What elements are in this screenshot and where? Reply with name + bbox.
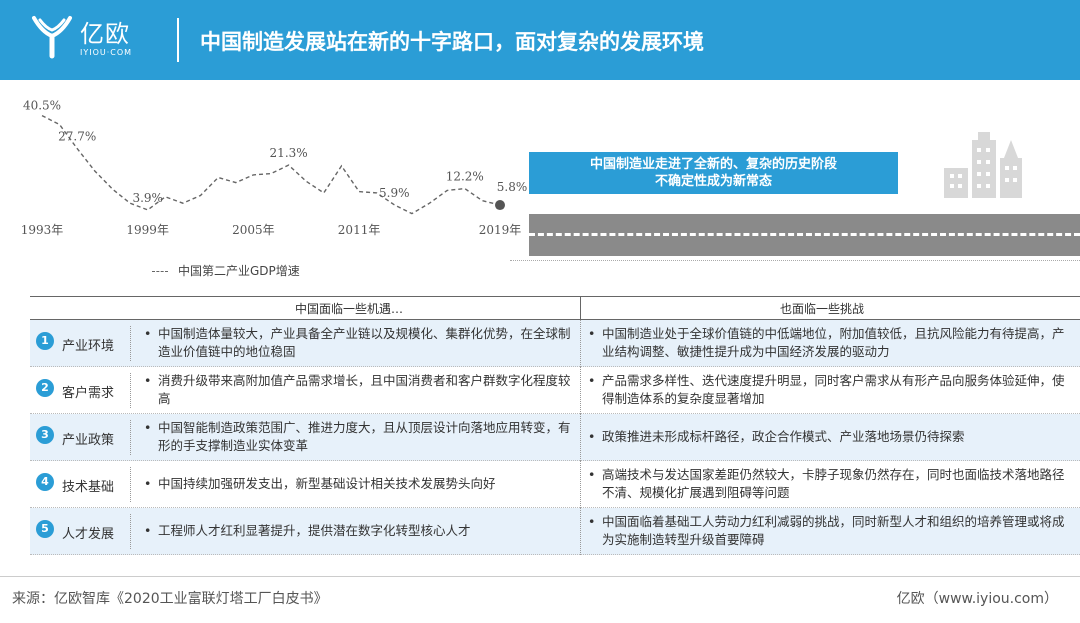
- challenge-cell: • 高端技术与发达国家差距仍然较大，卡脖子现象仍然存在，同时也面临技术落地路径不清…: [588, 466, 1076, 502]
- copyright-note: 亿欧（www.iyiou.com）: [896, 591, 1058, 607]
- row-number-badge: 1: [36, 332, 54, 350]
- row-number-badge: 2: [36, 379, 54, 397]
- row-separator: [130, 326, 131, 361]
- column-separator: [580, 367, 581, 414]
- challenge-cell: • 中国制造业处于全球价值链的中低端地位，附加值较低，且抗风险能力有待提高，产业结…: [588, 325, 1076, 361]
- challenge-cell: • 产品需求多样性、迭代速度提升明显，同时客户需求从有形产品向服务体验延伸，使得制…: [588, 372, 1076, 408]
- x-tick-label: 1993年: [21, 223, 64, 237]
- challenge-text: 中国面临着基础工人劳动力红利减弱的挑战，同时新型人才和组织的培养管理或将成为实施…: [602, 514, 1065, 547]
- bullet-icon: •: [588, 373, 596, 388]
- data-label: 27.7%: [58, 130, 96, 144]
- opportunity-text: 工程师人才红利显著提升，提供潜在数字化转型核心人才: [158, 523, 471, 538]
- opportunity-cell: • 中国制造体量较大，产业具备全产业链以及规模化、集群化优势，在全球制造业价值链中…: [144, 325, 574, 361]
- challenge-text: 政策推进未形成标杆路径，政企合作模式、产业落地场景仍待探索: [602, 429, 965, 444]
- bullet-icon: •: [588, 326, 596, 341]
- header-divider: [177, 18, 179, 62]
- column-separator: [580, 508, 581, 555]
- x-tick-label: 2019年: [479, 223, 522, 237]
- bullet-icon: •: [588, 467, 596, 482]
- bullet-icon: •: [144, 523, 152, 538]
- callout-line-1: 中国制造业走进了全新的、复杂的历史阶段: [589, 157, 837, 172]
- city-buildings-icon: [944, 132, 1022, 198]
- bullet-icon: •: [144, 326, 152, 341]
- column-separator: [580, 320, 581, 367]
- bullet-icon: •: [588, 429, 596, 444]
- road-dotted-edge: [510, 260, 1080, 261]
- road-graphic: [529, 214, 1080, 256]
- opportunity-cell: • 工程师人才红利显著提升，提供潜在数字化转型核心人才: [144, 522, 574, 540]
- data-label: 40.5%: [23, 99, 61, 113]
- x-tick-label: 2011年: [338, 223, 381, 237]
- data-label: 3.9%: [132, 191, 163, 205]
- row-label: 产业政策: [62, 433, 115, 448]
- challenge-text: 高端技术与发达国家差距仍然较大，卡脖子现象仍然存在，同时也面临技术落地路径不清、…: [602, 467, 1065, 500]
- row-separator: [130, 467, 131, 502]
- legend-dash-icon: [152, 271, 168, 272]
- data-label: 12.2%: [446, 170, 484, 184]
- chart-legend: 中国第二产业GDP增速: [152, 262, 300, 279]
- opportunity-cell: • 中国持续加强研发支出，新型基础设计相关技术发展势头向好: [144, 475, 574, 493]
- data-label: 5.9%: [379, 186, 410, 200]
- callout-box: 中国制造业走进了全新的、复杂的历史阶段 不确定性成为新常态: [529, 152, 898, 194]
- row-separator: [130, 420, 131, 455]
- road-lane-marking: [529, 233, 1080, 236]
- bullet-icon: •: [144, 373, 152, 388]
- opportunity-challenge-table: 中国面临一些机遇… 也面临一些挑战 1 产业环境 • 中国制造体量较大，产业具备全…: [30, 296, 1080, 555]
- column-separator: [580, 461, 581, 508]
- row-label: 人才发展: [62, 527, 115, 542]
- opportunity-text: 中国制造体量较大，产业具备全产业链以及规模化、集群化优势，在全球制造业价值链中的…: [158, 326, 571, 359]
- logo-text: 亿欧: [80, 20, 130, 48]
- data-label: 21.3%: [270, 146, 308, 160]
- opportunity-text: 消费升级带来高附加值产品需求增长，且中国消费者和客户群数字化程度较高: [158, 373, 571, 406]
- row-number-badge: 5: [36, 520, 54, 538]
- source-note: 来源：亿欧智库《2020工业富联灯塔工厂白皮书》: [12, 591, 328, 607]
- page-title: 中国制造发展站在新的十字路口，面对复杂的发展环境: [200, 30, 704, 54]
- row-label: 客户需求: [62, 386, 115, 401]
- logo-subtext: IYIOU·COM: [80, 48, 133, 57]
- challenge-cell: • 政策推进未形成标杆路径，政企合作模式、产业落地场景仍待探索: [588, 428, 1076, 446]
- gdp-growth-chart: 40.5% 27.7% 3.9% 21.3% 5.9% 12.2% 5.8% 1993年 19…: [21, 99, 1022, 237]
- challenge-text: 中国制造业处于全球价值链的中低端地位，附加值较低，且抗风险能力有待提高，产业结构…: [602, 326, 1065, 359]
- table-row: 4 技术基础 • 中国持续加强研发支出，新型基础设计相关技术发展势头向好 • 高端技…: [30, 461, 1080, 508]
- row-separator: [130, 373, 131, 408]
- opportunity-text: 中国智能制造政策范围广、推进力度大，且从顶层设计向落地应用转变，有形的手支撑制造…: [158, 420, 571, 453]
- table-header: 中国面临一些机遇… 也面临一些挑战: [30, 296, 1080, 321]
- table-row: 5 人才发展 • 工程师人才红利显著提升，提供潜在数字化转型核心人才 • 中国面临着…: [30, 508, 1080, 555]
- row-label: 产业环境: [62, 339, 115, 354]
- table-row: 2 客户需求 • 消费升级带来高附加值产品需求增长，且中国消费者和客户群数字化程度…: [30, 367, 1080, 414]
- bullet-icon: •: [588, 514, 596, 529]
- x-tick-label: 1999年: [126, 223, 169, 237]
- opportunity-cell: • 消费升级带来高附加值产品需求增长，且中国消费者和客户群数字化程度较高: [144, 372, 574, 408]
- header-bar: 亿欧 IYIOU·COM 中国制造发展站在新的十字路口，面对复杂的发展环境: [0, 0, 1080, 80]
- callout-line-2: 不确定性成为新常态: [654, 174, 772, 189]
- column-separator: [580, 414, 581, 461]
- logo-icon: [32, 16, 72, 59]
- data-label: 5.8%: [497, 180, 528, 194]
- row-number-badge: 3: [36, 426, 54, 444]
- bullet-icon: •: [144, 476, 152, 491]
- series-line: [41, 114, 501, 215]
- row-label: 技术基础: [62, 480, 115, 495]
- table-row: 1 产业环境 • 中国制造体量较大，产业具备全产业链以及规模化、集群化优势，在全球…: [30, 320, 1080, 367]
- opportunity-text: 中国持续加强研发支出，新型基础设计相关技术发展势头向好: [158, 476, 496, 491]
- row-number-badge: 4: [36, 473, 54, 491]
- challenge-text: 产品需求多样性、迭代速度提升明显，同时客户需求从有形产品向服务体验延伸，使得制造…: [602, 373, 1065, 406]
- row-separator: [130, 514, 131, 549]
- header-separator: [580, 297, 581, 321]
- bullet-icon: •: [144, 420, 152, 435]
- series-end-point: [495, 200, 505, 211]
- header-challenges: 也面临一些挑战: [780, 302, 865, 316]
- x-tick-label: 2005年: [232, 223, 275, 237]
- legend-label: 中国第二产业GDP增速: [178, 264, 300, 278]
- footer-divider: [0, 576, 1080, 577]
- challenge-cell: • 中国面临着基础工人劳动力红利减弱的挑战，同时新型人才和组织的培养管理或将成为实…: [588, 513, 1076, 549]
- table-row: 3 产业政策 • 中国智能制造政策范围广、推进力度大，且从顶层设计向落地应用转变，…: [30, 414, 1080, 461]
- header-opportunities: 中国面临一些机遇…: [295, 302, 404, 316]
- opportunity-cell: • 中国智能制造政策范围广、推进力度大，且从顶层设计向落地应用转变，有形的手支撑制…: [144, 419, 574, 455]
